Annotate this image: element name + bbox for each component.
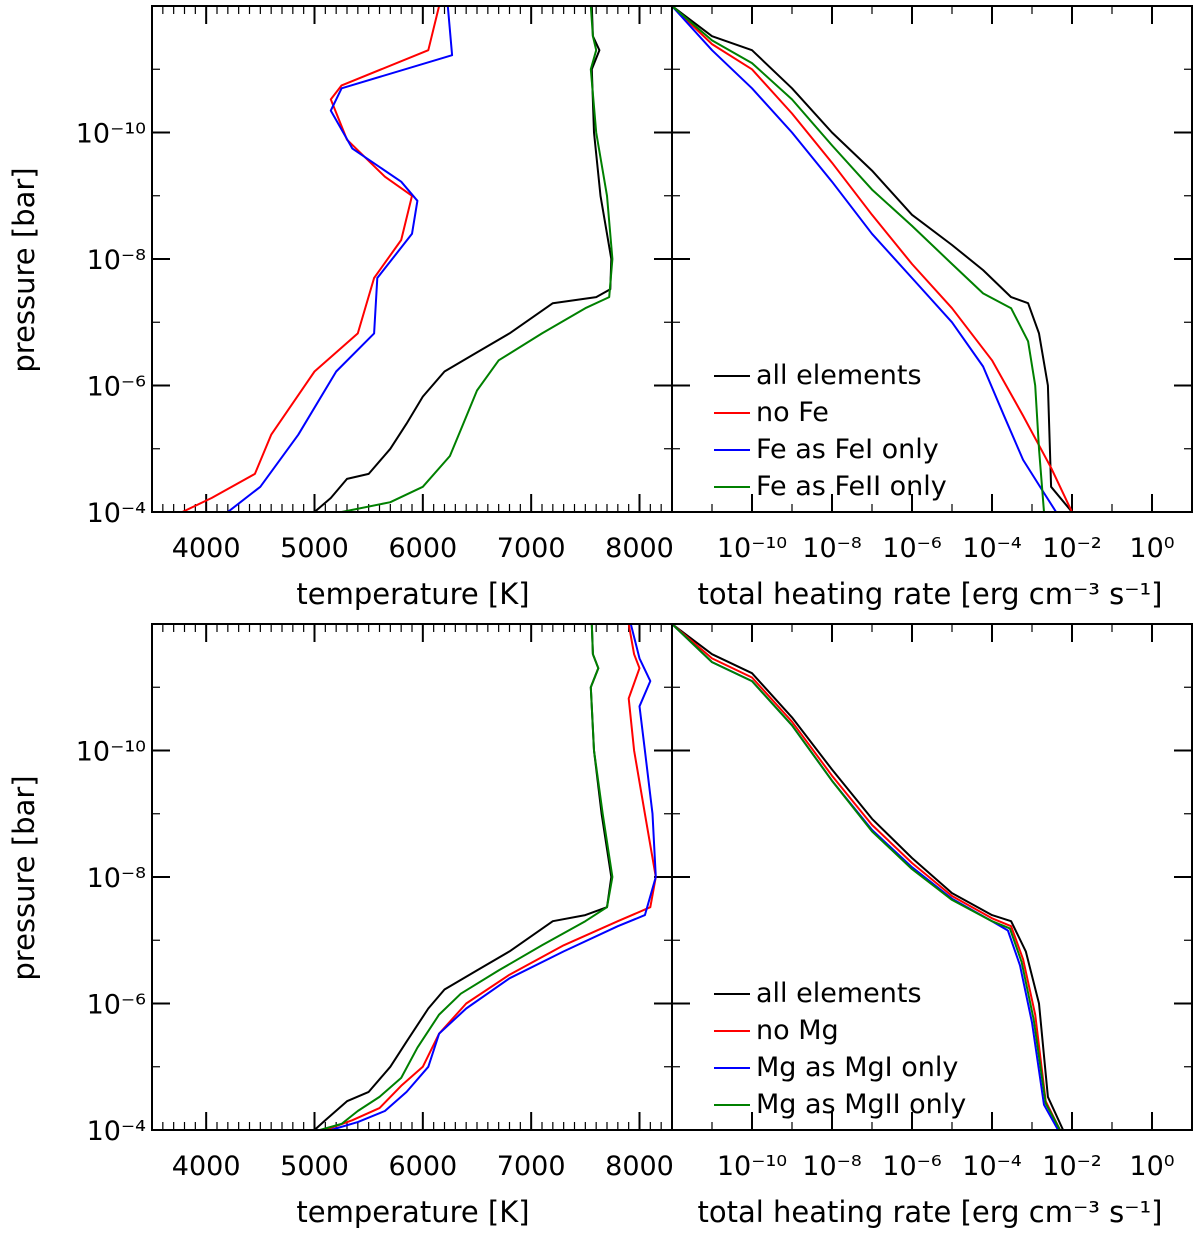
x-tick-label: 8000 — [605, 1151, 674, 1182]
x-tick-label: 8000 — [605, 533, 674, 564]
x-tick-label: 4000 — [172, 1151, 241, 1182]
series-line — [672, 624, 1061, 1130]
y-tick-label: 10⁻¹⁰ — [76, 119, 146, 150]
panel-heating-bottom: 10⁻¹⁰ 10⁻⁸ 10⁻⁶ 10⁻⁴ 10⁻² 10⁰ all elements no M… — [671, 623, 1193, 1182]
x-tick-label: 10⁻⁴ — [962, 533, 1021, 564]
curves — [313, 624, 657, 1130]
x-tick-label: 10⁻⁸ — [802, 533, 861, 564]
x-tick-label: 6000 — [388, 533, 457, 564]
series-line — [313, 624, 613, 1130]
series-line — [672, 6, 1057, 512]
x-tick-label: 10⁰ — [1129, 533, 1174, 564]
plot-frame — [151, 5, 673, 513]
y-tick-label: 10⁻⁶ — [87, 990, 146, 1021]
legend-label: Mg as MgII only — [756, 1089, 966, 1120]
x-tick-label: 7000 — [497, 1151, 566, 1182]
series-line — [672, 624, 1065, 1130]
legend-label: all elements — [756, 360, 922, 391]
x-tick-label: 5000 — [280, 1151, 349, 1182]
series-line — [672, 6, 1073, 512]
x-tick-label: 6000 — [388, 1151, 457, 1182]
x-tick-label: 10⁻¹⁰ — [717, 533, 787, 564]
legend-label: no Fe — [756, 397, 829, 428]
y-tick-label: 10⁻⁶ — [87, 372, 146, 403]
legend-label: all elements — [756, 978, 922, 1009]
xlabel-heating-bottom: total heating rate [erg cm⁻³ s⁻¹] — [698, 1195, 1163, 1229]
series-line — [672, 624, 1061, 1130]
x-tick-label: 10⁻¹⁰ — [717, 1151, 787, 1182]
x-tick-label: 10⁻⁶ — [882, 1151, 941, 1182]
x-tick-label: 10⁻⁸ — [802, 1151, 861, 1182]
panel-heating-top: 10⁻¹⁰ 10⁻⁸ 10⁻⁶ 10⁻⁴ 10⁻² 10⁰ all elements no F… — [671, 5, 1193, 564]
series-line — [319, 624, 614, 1130]
series-line — [227, 6, 454, 512]
ylabel-top: pressure [bar] — [7, 167, 41, 372]
series-line — [181, 6, 441, 512]
y-tick-label: 10⁻⁴ — [87, 498, 146, 529]
plot-frame — [671, 623, 1193, 1131]
xlabel-heating-top: total heating rate [erg cm⁻³ s⁻¹] — [698, 577, 1163, 611]
series-line — [324, 624, 657, 1130]
y-tick-label: 10⁻¹⁰ — [76, 737, 146, 768]
x-tick-label: 10⁻² — [1042, 533, 1101, 564]
plot-frame — [151, 623, 673, 1131]
series-line — [313, 6, 613, 512]
ylabel-bottom: pressure [bar] — [7, 775, 41, 980]
curves — [181, 6, 614, 512]
series-line — [672, 6, 1073, 512]
y-tick-label: 10⁻⁴ — [87, 1116, 146, 1147]
xlabel-temperature-bottom: temperature [K] — [296, 1195, 529, 1229]
legend-label: Fe as FeII only — [756, 471, 947, 502]
x-tick-label: 10⁰ — [1129, 1151, 1174, 1182]
series-line — [341, 6, 614, 512]
series-line — [330, 624, 657, 1130]
x-tick-label: 7000 — [497, 533, 566, 564]
x-tick-label: 10⁻⁶ — [882, 533, 941, 564]
legend-label: Fe as FeI only — [756, 434, 939, 465]
x-tick-label: 10⁻⁴ — [962, 1151, 1021, 1182]
panel-temperature-top: 10⁻¹⁰ 10⁻⁸ 10⁻⁶ 10⁻⁴ 4000 5000 6000 7000 8000 — [76, 5, 674, 564]
curves — [672, 624, 1065, 1130]
y-tick-label: 10⁻⁸ — [87, 863, 146, 894]
xlabel-temperature-top: temperature [K] — [296, 577, 529, 611]
panel-temperature-bottom: 10⁻¹⁰ 10⁻⁸ 10⁻⁶ 10⁻⁴ 4000 5000 6000 7000 8000 — [76, 623, 674, 1182]
y-tick-label: 10⁻⁸ — [87, 245, 146, 276]
legend-label: no Mg — [756, 1015, 839, 1046]
x-tick-label: 4000 — [172, 533, 241, 564]
legend-label: Mg as MgI only — [756, 1052, 958, 1083]
plot-frame — [671, 5, 1193, 513]
series-line — [672, 6, 1045, 512]
x-tick-label: 10⁻² — [1042, 1151, 1101, 1182]
x-tick-label: 5000 — [280, 533, 349, 564]
curves — [672, 6, 1073, 512]
